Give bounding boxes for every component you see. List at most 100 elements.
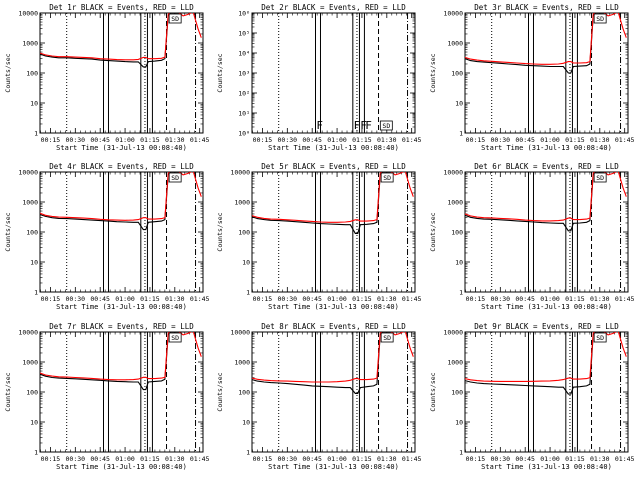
x-tick-label: 01:15 <box>565 136 585 144</box>
y-tick-label: 100 <box>238 389 250 397</box>
y-tick-label: 10⁶ <box>238 10 250 18</box>
x-tick-label: 01:30 <box>590 455 610 463</box>
x-axis-label: Start Time (31-Jul-13 00:08:40) <box>56 303 187 311</box>
x-tick-label: 01:45 <box>190 136 210 144</box>
y-tick-label: 1 <box>459 289 463 297</box>
plot-area <box>252 332 414 452</box>
x-axis-label: Start Time (31-Jul-13 00:08:40) <box>481 303 612 311</box>
x-tick-label: 01:00 <box>115 455 135 463</box>
y-tick-label: 10 <box>455 259 463 267</box>
y-tick-label: 1 <box>34 130 38 138</box>
y-tick-label: 1000 <box>22 40 38 48</box>
plot-frame <box>464 171 629 293</box>
x-tick-label: 00:30 <box>66 295 86 303</box>
y-tick-label: 10000 <box>230 329 250 337</box>
lld-series-line <box>465 332 627 382</box>
y-tick-label: 10⁰ <box>238 130 250 138</box>
x-axis-label: Start Time (31-Jul-13 00:08:40) <box>481 463 612 471</box>
y-tick-label: 100 <box>238 229 250 237</box>
panel-det-5: Det 5r BLACK = Events, RED = LLD 1 10 100 10… <box>216 162 422 311</box>
y-tick-label: 10000 <box>230 169 250 177</box>
x-tick-label: 00:15 <box>466 136 486 144</box>
lld-series-line <box>40 332 202 381</box>
box-label-frame <box>593 13 607 24</box>
flag-label: F <box>316 119 323 132</box>
x-tick-label: 01:15 <box>140 455 160 463</box>
lld-series-line <box>40 13 202 61</box>
flag-label: F <box>360 119 367 132</box>
events-series-line <box>252 172 391 234</box>
x-tick-label: 00:15 <box>41 295 61 303</box>
plot-area <box>40 13 202 133</box>
x-tick-label: 00:15 <box>41 136 61 144</box>
y-tick-label: 10 <box>455 100 463 108</box>
x-tick-label: 01:30 <box>377 455 397 463</box>
x-tick-label: 00:45 <box>90 455 110 463</box>
plot-area <box>278 13 409 133</box>
y-tick-label: 1 <box>459 130 463 138</box>
y-tick-label: 10⁵ <box>238 30 250 38</box>
plot-frame <box>464 12 629 134</box>
y-tick-label: 10 <box>242 259 250 267</box>
y-tick-label: 1000 <box>447 40 463 48</box>
y-axis-label: Counts/sec <box>429 372 437 411</box>
box-label: SD <box>596 15 604 23</box>
box-label: SD <box>171 174 179 182</box>
y-tick-label: 1 <box>34 289 38 297</box>
x-tick-label: 01:00 <box>540 295 560 303</box>
y-tick-label: 10000 <box>443 10 463 18</box>
plot-frame <box>251 12 416 134</box>
y-tick-label: 10000 <box>443 169 463 177</box>
box-label-frame <box>380 172 394 183</box>
x-tick-label: 00:30 <box>491 455 511 463</box>
x-axis-label: Start Time (31-Jul-13 00:08:40) <box>268 303 399 311</box>
plot-frame <box>251 171 416 293</box>
x-tick-label: 01:15 <box>565 455 585 463</box>
y-tick-label: 100 <box>451 389 463 397</box>
panel-title: Det 1r BLACK = Events, RED = LLD <box>49 3 194 12</box>
panel-det-9: Det 9r BLACK = Events, RED = LLD 1 10 100 10… <box>429 322 635 471</box>
x-tick-label: 00:45 <box>90 136 110 144</box>
events-series-line <box>252 332 391 394</box>
plot-frame <box>251 331 416 453</box>
y-tick-label: 10000 <box>18 169 38 177</box>
panel-det-2: Det 2r BLACK = Events, RED = LLD 10⁰ 10¹ 10… <box>216 3 422 152</box>
plot-area <box>465 332 627 452</box>
events-series-line <box>40 172 179 231</box>
x-tick-label: 01:30 <box>377 295 397 303</box>
plot-area <box>465 13 627 133</box>
lld-series-line <box>252 172 414 223</box>
x-tick-label: 01:15 <box>352 136 372 144</box>
x-tick-label: 01:00 <box>327 295 347 303</box>
y-tick-label: 1 <box>34 449 38 457</box>
y-tick-label: 1000 <box>22 199 38 207</box>
x-tick-label: 00:45 <box>302 136 322 144</box>
x-tick-label: 00:30 <box>278 295 298 303</box>
plot-area <box>252 172 414 292</box>
y-axis-label: Counts/sec <box>216 212 224 251</box>
plot-area <box>40 332 202 452</box>
y-tick-label: 100 <box>451 70 463 78</box>
x-tick-label: 00:45 <box>302 455 322 463</box>
x-tick-label: 01:45 <box>190 295 210 303</box>
x-tick-label: 01:45 <box>190 455 210 463</box>
panel-det-8: Det 8r BLACK = Events, RED = LLD 1 10 100 10… <box>216 322 422 471</box>
x-tick-label: 00:30 <box>278 455 298 463</box>
y-axis-label: Counts/sec <box>4 372 12 411</box>
y-tick-label: 1000 <box>447 359 463 367</box>
x-tick-label: 01:00 <box>327 455 347 463</box>
y-axis-label: Counts/sec <box>429 53 437 92</box>
panel-det-3: Det 3r BLACK = Events, RED = LLD 1 10 100 10… <box>429 3 635 152</box>
panel-title: Det 3r BLACK = Events, RED = LLD <box>474 3 619 12</box>
flag-label: F <box>365 119 372 132</box>
x-tick-label: 00:30 <box>278 136 298 144</box>
y-tick-label: 100 <box>26 229 38 237</box>
x-tick-label: 01:45 <box>615 295 635 303</box>
panel-title: Det 5r BLACK = Events, RED = LLD <box>261 162 406 171</box>
x-tick-label: 00:15 <box>466 295 486 303</box>
y-axis-label: Counts/sec <box>4 212 12 251</box>
box-label-frame <box>379 120 393 131</box>
x-tick-label: 01:15 <box>565 295 585 303</box>
panel-title: Det 8r BLACK = Events, RED = LLD <box>261 322 406 331</box>
x-tick-label: 01:15 <box>352 455 372 463</box>
